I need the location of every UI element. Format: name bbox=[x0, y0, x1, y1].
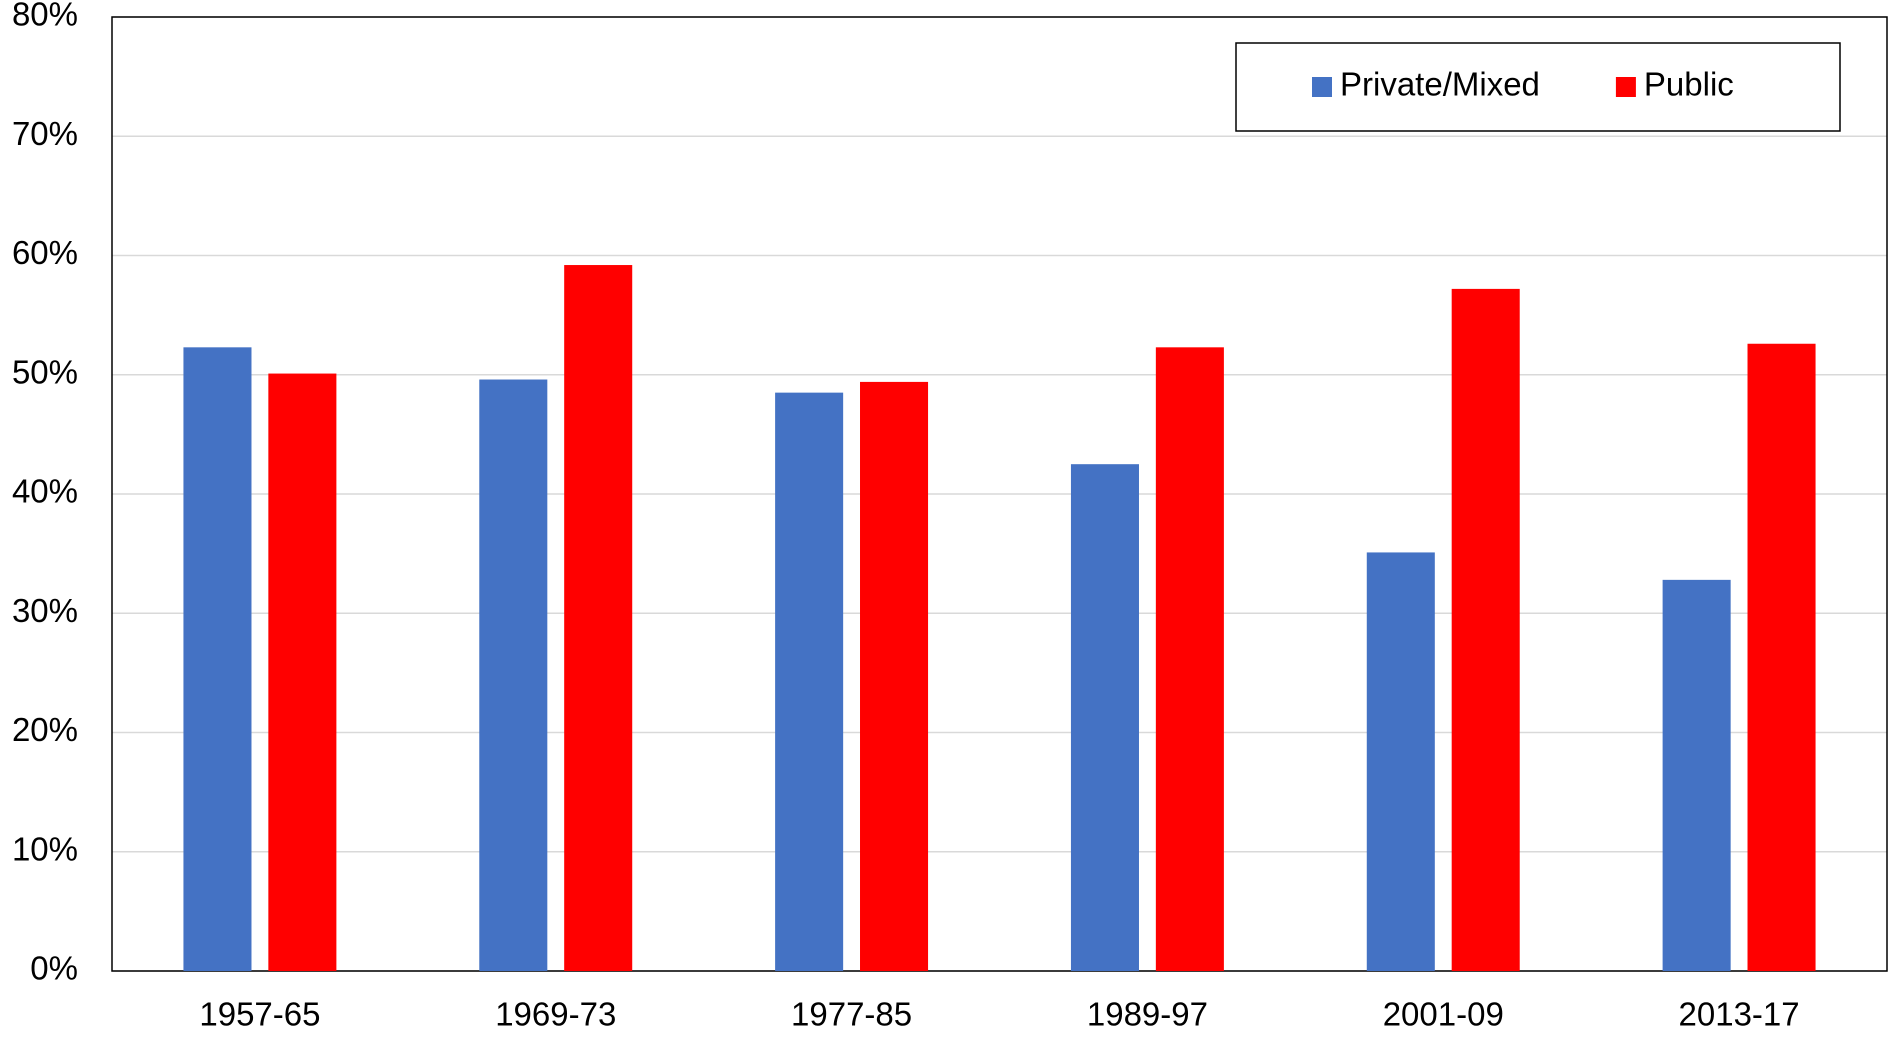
y-tick-label: 0% bbox=[30, 950, 78, 987]
y-tick-label: 30% bbox=[12, 592, 78, 629]
legend-label: Public bbox=[1644, 66, 1734, 103]
bar bbox=[268, 373, 337, 971]
bar bbox=[479, 379, 548, 971]
y-tick-label: 80% bbox=[12, 0, 78, 33]
bar bbox=[1070, 464, 1139, 971]
y-tick-label: 40% bbox=[12, 473, 78, 510]
bar bbox=[183, 347, 252, 971]
bar bbox=[564, 265, 633, 971]
x-tick-label: 1989-97 bbox=[1087, 996, 1208, 1033]
x-tick-label: 2001-09 bbox=[1383, 996, 1504, 1033]
legend-label: Private/Mixed bbox=[1340, 66, 1540, 103]
y-tick-label: 50% bbox=[12, 353, 78, 390]
bar bbox=[1662, 579, 1731, 971]
bar bbox=[1451, 288, 1520, 971]
bar bbox=[860, 381, 929, 971]
bar bbox=[1366, 552, 1435, 971]
bar bbox=[1747, 343, 1816, 971]
y-tick-label: 10% bbox=[12, 830, 78, 867]
legend-box bbox=[1235, 42, 1841, 132]
legend-swatch bbox=[1312, 77, 1332, 97]
plot-frame bbox=[111, 16, 1888, 972]
x-tick-label: 1977-85 bbox=[791, 996, 912, 1033]
bar bbox=[775, 392, 844, 971]
y-tick-label: 70% bbox=[12, 115, 78, 152]
legend-swatch bbox=[1615, 77, 1636, 97]
x-tick-label: 2013-17 bbox=[1679, 996, 1800, 1033]
y-tick-label: 20% bbox=[12, 711, 78, 748]
y-tick-label: 60% bbox=[12, 234, 78, 271]
bar bbox=[1155, 347, 1224, 971]
x-tick-label: 1957-65 bbox=[199, 996, 320, 1033]
x-tick-label: 1969-73 bbox=[495, 996, 616, 1033]
